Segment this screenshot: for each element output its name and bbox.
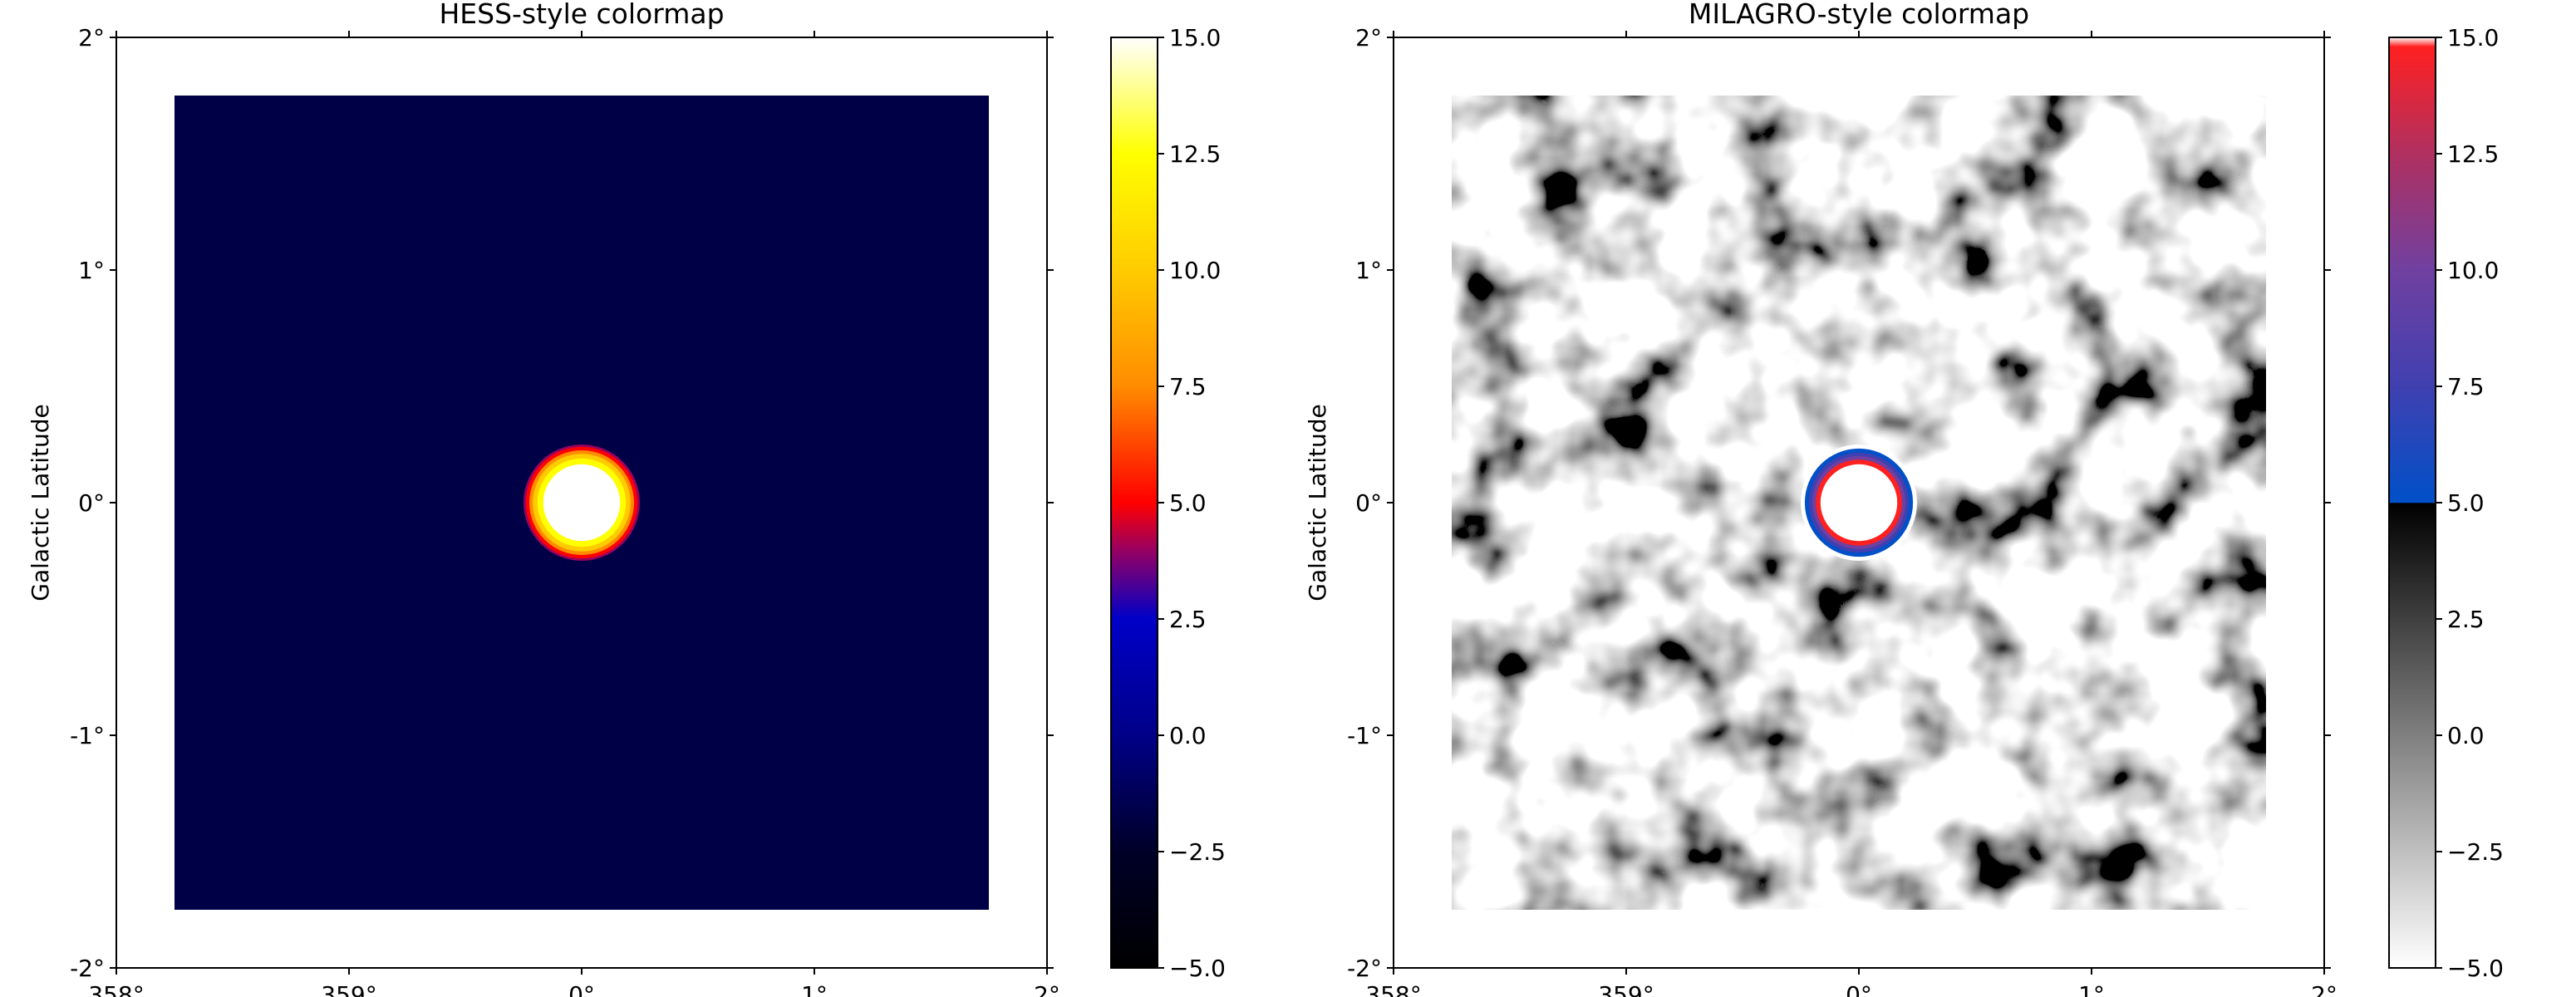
colorbar-hess: 15.0 12.5 10.0 7.5 5.0 2.5 0.0 −2.5 −5.0 (1110, 24, 1226, 982)
colorbar-tick-label: 10.0 (2447, 257, 2499, 284)
colorbar-tick-label: 5.0 (2447, 489, 2485, 517)
source-blob (524, 444, 640, 561)
panel-title-milagro: MILAGRO-style colormap (1689, 0, 2029, 30)
x-tick-label: 358° (1365, 981, 1421, 997)
colorbar-tick-label: 0.0 (1169, 722, 1207, 749)
colorbar-tick-label: −5.0 (1169, 955, 1226, 982)
x-tick-label: 2° (1034, 981, 1060, 997)
colorbar-tick-label: 15.0 (1169, 24, 1221, 52)
y-tick-label: 0° (78, 489, 105, 517)
colorbar-tick-label: 0.0 (2447, 722, 2485, 749)
y-tick-label: 1° (1355, 257, 1382, 284)
colorbar-tick-label: 12.5 (2447, 140, 2499, 168)
colorbar-milagro: 15.0 12.5 10.0 7.5 5.0 2.5 0.0 −2.5 −5.0 (2388, 24, 2504, 982)
y-tick-label: 1° (78, 257, 105, 284)
x-tick-label: 1° (801, 981, 828, 997)
x-tick-label: 359° (1598, 981, 1654, 997)
colorbar-tick-label: −2.5 (2447, 838, 2504, 866)
y-tick-label: -2° (70, 955, 105, 982)
colorbar-tick-label: 2.5 (1169, 606, 1207, 633)
axis-ticks-milagro: 358° 359° 0° 1° 2° 2° 1° 0° -1° -2° (1347, 24, 2338, 997)
x-tick-label: 358° (88, 981, 144, 997)
y-tick-label: 2° (78, 24, 105, 52)
y-axis-label-milagro: Galactic Latitude (1304, 404, 1331, 601)
plot-frame-hess (116, 37, 1048, 969)
colorbar-gradient (1111, 37, 1158, 968)
y-tick-label: 0° (1355, 489, 1382, 517)
colorbar-tick-label: 2.5 (2447, 606, 2485, 633)
colorbar-tick-label: −5.0 (2447, 955, 2504, 982)
source-blob (1801, 444, 1917, 561)
colorbar-tick-label: 10.0 (1169, 257, 1221, 284)
colorbar-gradient (2389, 37, 2436, 968)
x-tick-label: 1° (2078, 981, 2105, 997)
y-tick-label: -1° (1347, 722, 1382, 749)
y-tick-label: -2° (1347, 955, 1382, 982)
colorbar-tick-label: 7.5 (2447, 373, 2485, 400)
heatmap-milagro (1452, 96, 2266, 910)
colorbar-tick-label: −2.5 (1169, 838, 1226, 866)
colorbar-tick-label: 7.5 (1169, 373, 1207, 400)
panel-title-hess: HESS-style colormap (439, 0, 724, 30)
x-tick-label: 0° (1846, 981, 1872, 997)
x-tick-label: 2° (2311, 981, 2338, 997)
x-tick-label: 0° (568, 981, 595, 997)
panel-milagro: MILAGRO-style colormap Galactic Latitude… (1304, 0, 2504, 997)
panel-hess: HESS-style colormap Galactic Latitude 35… (27, 0, 1226, 997)
y-tick-label: -1° (70, 722, 105, 749)
heatmap-hess (175, 96, 989, 910)
y-tick-label: 2° (1355, 24, 1382, 52)
colorbar-tick-label: 5.0 (1169, 489, 1207, 517)
plot-frame-milagro (1393, 37, 2325, 969)
colorbar-tick-label: 12.5 (1169, 140, 1221, 168)
colorbar-tick-label: 15.0 (2447, 24, 2499, 52)
x-tick-label: 359° (321, 981, 376, 997)
axis-ticks-hess: 358° 359° 0° 1° 2° 2° 1° 0° -1° -2° (70, 24, 1060, 997)
y-axis-label-hess: Galactic Latitude (27, 404, 54, 601)
